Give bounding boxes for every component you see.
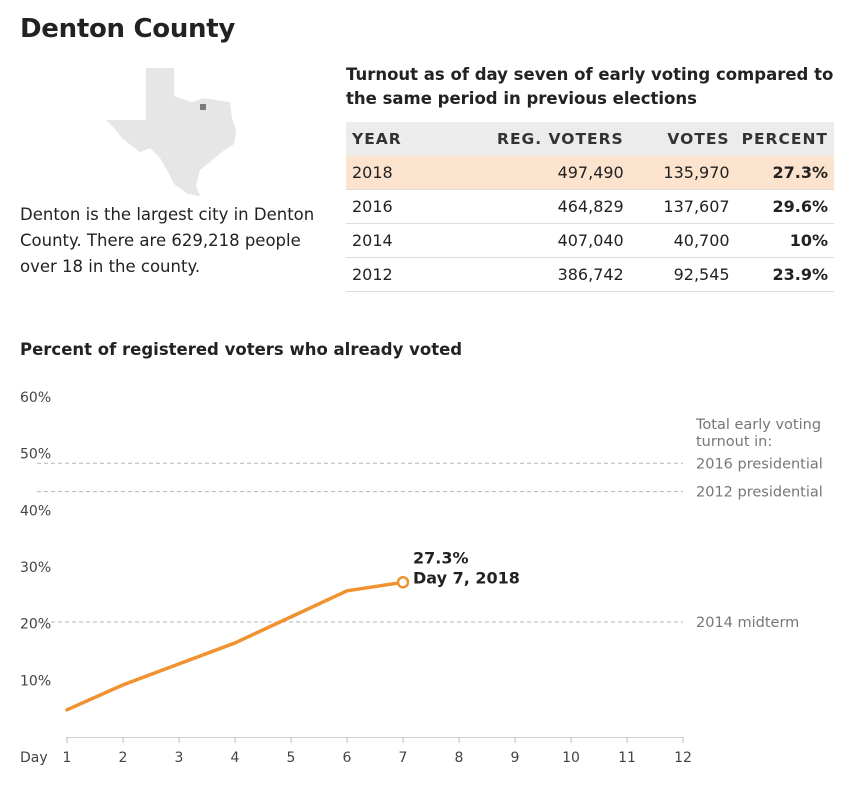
y-tick-label: 60%: [20, 390, 51, 406]
cell-votes: 135,970: [629, 156, 736, 190]
cell-percent: 29.6%: [735, 189, 834, 224]
x-tick-label: 2: [119, 750, 128, 766]
cell-percent: 10%: [735, 223, 834, 258]
header-votes: VOTES: [629, 122, 736, 156]
table-title: Turnout as of day seven of early voting …: [346, 65, 834, 108]
y-tick-label: 50%: [20, 447, 51, 463]
cell-reg-voters: 407,040: [425, 223, 630, 258]
x-tick-label: 8: [455, 750, 464, 766]
denton-county-marker: [200, 104, 206, 110]
cell-year: 2012: [346, 257, 426, 292]
cell-votes: 40,700: [629, 223, 736, 258]
cell-percent: 23.9%: [735, 257, 834, 292]
turnout-series-line: [65, 580, 405, 712]
reference-label: 2012 presidential: [696, 485, 823, 501]
county-description: Denton is the largest city in Denton Cou…: [20, 205, 315, 276]
x-axis-label: Day: [20, 750, 48, 766]
table-header-row: YEAR REG. VOTERS VOTES PERCENT: [346, 122, 834, 156]
x-tick-label: 11: [618, 750, 636, 766]
turnout-table: YEAR REG. VOTERS VOTES PERCENT 2018 497,…: [346, 122, 834, 292]
header-reg-voters: REG. VOTERS: [425, 122, 630, 156]
table-row: 2014 407,040 40,700 10%: [346, 223, 834, 258]
endpoint-value-label: 27.3%: [413, 548, 469, 567]
y-tick-label: 40%: [20, 503, 51, 519]
texas-state-shape: [106, 68, 236, 196]
x-tick-label: 4: [231, 750, 240, 766]
reference-label: 2016 presidential: [696, 456, 823, 472]
table-row: 2012 386,742 92,545 23.9%: [346, 257, 834, 292]
x-tick-label: 10: [562, 750, 580, 766]
cell-year: 2016: [346, 189, 426, 224]
header-year: YEAR: [346, 122, 426, 156]
cell-year: 2014: [346, 223, 426, 258]
header-percent: PERCENT: [735, 122, 834, 156]
cell-reg-voters: 464,829: [425, 189, 630, 224]
cell-year: 2018: [346, 156, 426, 190]
x-tick-label: 1: [63, 750, 72, 766]
cell-reg-voters: 386,742: [425, 257, 630, 292]
page-title: Denton County: [20, 14, 236, 44]
x-tick-label: 7: [399, 750, 408, 766]
y-tick-label: 20%: [20, 617, 51, 633]
cell-votes: 137,607: [629, 189, 736, 224]
y-tick-label: 30%: [20, 560, 51, 576]
chart-title: Percent of registered voters who already…: [20, 340, 463, 359]
x-tick-label: 5: [287, 750, 296, 766]
reference-label: 2014 midterm: [696, 615, 799, 631]
x-tick-label: 9: [511, 750, 520, 766]
x-tick-label: 3: [175, 750, 184, 766]
endpoint-date-label: Day 7, 2018: [413, 568, 520, 587]
table-row: 2018 497,490 135,970 27.3%: [346, 156, 834, 190]
cell-percent: 27.3%: [735, 156, 834, 190]
cell-votes: 92,545: [629, 257, 736, 292]
x-tick-label: 12: [674, 750, 692, 766]
endpoint-marker: [396, 576, 410, 589]
x-tick-label: 6: [343, 750, 352, 766]
table-row: 2016 464,829 137,607 29.6%: [346, 189, 834, 224]
texas-map-icon: [106, 68, 236, 196]
cell-reg-voters: 497,490: [425, 156, 630, 190]
y-tick-label: 10%: [20, 673, 51, 689]
reference-header: Total early voting turnout in:: [695, 417, 821, 450]
